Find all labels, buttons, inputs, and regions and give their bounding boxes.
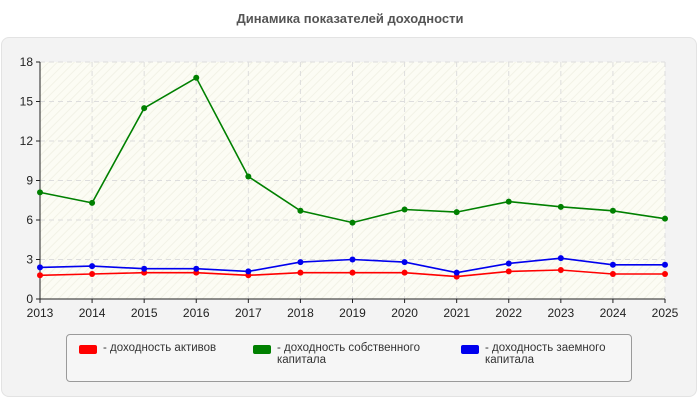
x-tick-label: 2021 — [443, 306, 470, 320]
data-point-0-2019[interactable] — [349, 269, 356, 276]
data-point-2-2018[interactable] — [297, 259, 304, 266]
x-tick-label: 2014 — [79, 306, 106, 320]
grid-lines — [40, 61, 666, 299]
y-tick-label: 0 — [26, 292, 33, 306]
data-point-0-2022[interactable] — [505, 268, 512, 275]
data-point-2-2021[interactable] — [453, 269, 460, 276]
legend-swatch-equity — [253, 345, 271, 354]
x-tick-label: 2016 — [183, 306, 210, 320]
legend-label-assets: - доходность активов — [103, 342, 217, 354]
y-tick-label: 9 — [26, 174, 33, 188]
data-point-0-2014[interactable] — [89, 270, 96, 277]
legend-label-debt: - доходность заемного капитала — [485, 342, 606, 366]
data-point-1-2023[interactable] — [557, 203, 564, 210]
data-point-2-2020[interactable] — [401, 259, 408, 266]
data-point-0-2013[interactable] — [37, 272, 43, 279]
series-lines — [37, 74, 668, 280]
data-point-1-2025[interactable] — [662, 215, 668, 222]
data-point-1-2016[interactable] — [193, 74, 200, 81]
data-point-1-2018[interactable] — [297, 207, 304, 214]
data-point-2-2019[interactable] — [349, 256, 356, 263]
data-point-0-2018[interactable] — [297, 269, 304, 276]
legend-label-equity: - доходность собственного капитала — [277, 342, 420, 366]
data-point-1-2020[interactable] — [401, 206, 408, 213]
x-tick-label: 2018 — [287, 306, 314, 320]
chart-title: Динамика показателей доходности — [236, 11, 464, 26]
data-point-2-2013[interactable] — [37, 264, 43, 271]
data-point-2-2017[interactable] — [245, 268, 252, 275]
data-point-2-2015[interactable] — [141, 265, 148, 272]
data-point-2-2016[interactable] — [193, 265, 200, 272]
data-point-0-2024[interactable] — [609, 270, 616, 277]
x-tick-label: 2019 — [339, 306, 366, 320]
data-point-2-2024[interactable] — [609, 261, 616, 268]
data-point-1-2019[interactable] — [349, 219, 356, 226]
x-tick-label: 2022 — [495, 306, 522, 320]
data-point-2-2014[interactable] — [89, 263, 96, 270]
x-tick-label: 2024 — [600, 306, 627, 320]
data-point-1-2024[interactable] — [609, 207, 616, 214]
y-tick-label: 15 — [20, 95, 34, 109]
tick-labels: 0 3 6 9 12 15 18 2013 2014 2015 2016 2017 2018 2019 20… — [20, 55, 679, 320]
x-tick-label: 2017 — [235, 306, 262, 320]
axes — [36, 61, 666, 303]
y-tick-label: 12 — [20, 134, 34, 148]
x-tick-label: 2013 — [27, 306, 54, 320]
data-point-1-2017[interactable] — [245, 173, 252, 180]
data-point-1-2013[interactable] — [37, 189, 43, 196]
data-point-2-2025[interactable] — [662, 261, 668, 268]
x-tick-label: 2023 — [547, 306, 574, 320]
y-tick-label: 6 — [26, 213, 33, 227]
x-tick-label: 2015 — [131, 306, 158, 320]
data-point-2-2023[interactable] — [557, 255, 564, 262]
y-tick-label: 18 — [20, 55, 34, 69]
data-point-1-2022[interactable] — [505, 198, 512, 205]
data-point-0-2023[interactable] — [557, 267, 564, 274]
legend: - доходность активов - доходность собств… — [66, 334, 632, 382]
legend-swatch-debt — [461, 345, 479, 354]
data-point-1-2021[interactable] — [453, 209, 460, 216]
data-point-0-2025[interactable] — [662, 270, 668, 277]
data-point-2-2022[interactable] — [505, 260, 512, 267]
data-point-0-2020[interactable] — [401, 269, 408, 276]
legend-swatch-assets — [79, 345, 97, 354]
y-tick-label: 3 — [26, 253, 33, 267]
data-point-1-2014[interactable] — [89, 199, 96, 206]
x-tick-label: 2020 — [391, 306, 418, 320]
x-tick-label: 2025 — [652, 306, 679, 320]
data-point-1-2015[interactable] — [141, 105, 148, 112]
